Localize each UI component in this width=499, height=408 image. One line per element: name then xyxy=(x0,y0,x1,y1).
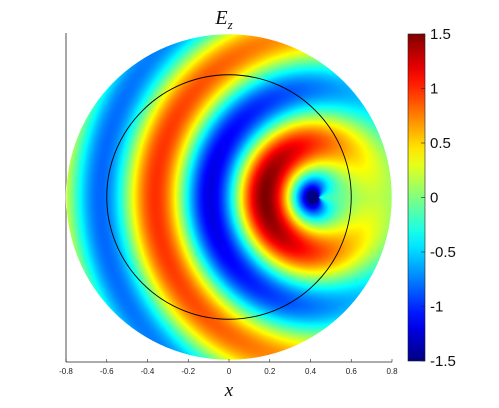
x-tick-label: -0.8 xyxy=(59,367,73,376)
field-heatmap xyxy=(66,34,392,360)
x-tick-label: 0 xyxy=(227,367,232,376)
x-tick-label: 0.2 xyxy=(264,367,276,376)
x-tick-label: -0.2 xyxy=(181,367,195,376)
colorbar-tick-label: -0.5 xyxy=(430,244,456,261)
x-tick-label: -0.6 xyxy=(100,367,114,376)
colorbar-tick-label: -1 xyxy=(430,299,443,316)
colorbar-tick-label: 0 xyxy=(430,190,438,207)
colorbar-ticks: 1.5 1 0.5 0 -0.5 -1 -1.5 xyxy=(421,26,456,370)
colorbar-tick-label: -1.5 xyxy=(430,353,456,370)
colorbar-tick-label: 1 xyxy=(430,81,438,98)
x-tick-label: 0.6 xyxy=(346,367,358,376)
colorbar-tick-label: 0.5 xyxy=(430,135,451,152)
x-axis-label: x xyxy=(224,380,234,401)
x-tick-label: -0.4 xyxy=(141,367,155,376)
chart-title: Ez xyxy=(214,7,232,32)
inner-circle xyxy=(106,74,352,320)
x-tick-label: 0.4 xyxy=(305,367,317,376)
x-tick-label: 0.8 xyxy=(386,367,398,376)
colorbar-tick-label: 1.5 xyxy=(430,26,451,43)
field-image xyxy=(66,34,392,360)
x-ticks: -0.8 -0.6 -0.4 -0.2 0 0.2 0.4 0.6 0.8 xyxy=(59,359,398,376)
